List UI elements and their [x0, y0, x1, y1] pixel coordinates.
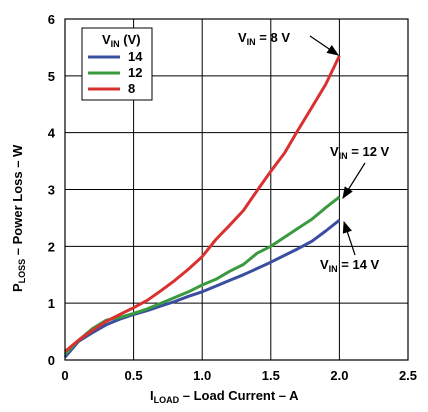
- x-tick-label: 0: [61, 368, 68, 383]
- annotation-8v-arrow: [309, 35, 339, 56]
- annotation-12v-label: VIN = 12 V: [330, 144, 390, 161]
- annotation-14v: VIN = 14 V: [320, 220, 380, 274]
- y-tick-label: 0: [48, 353, 55, 368]
- y-tick-label: 4: [48, 126, 56, 141]
- legend-label-14: 14: [128, 49, 143, 64]
- legend-title: VIN (V): [102, 32, 141, 49]
- legend: VIN (V) 14 12 8: [81, 27, 153, 101]
- annotation-12v: VIN = 12 V: [330, 144, 390, 200]
- series-line-14: [63, 219, 341, 359]
- x-axis-title: ILOAD – Load Current – A: [150, 388, 299, 405]
- x-tick-label: 1.5: [262, 368, 280, 383]
- x-tick-label: 2.0: [330, 368, 348, 383]
- y-tick-label: 6: [48, 12, 55, 27]
- y-tick-label: 1: [48, 296, 55, 311]
- annotation-8v-label: VIN = 8 V: [238, 30, 290, 47]
- legend-label-8: 8: [128, 81, 135, 96]
- y-tick-label: 2: [48, 239, 55, 254]
- x-tick-label: 1.0: [193, 368, 211, 383]
- y-tick-label: 5: [48, 69, 55, 84]
- annotation-14v-arrow: [342, 220, 356, 256]
- series-line-8: [64, 55, 341, 353]
- annotation-8v: VIN = 8 V: [238, 30, 339, 56]
- y-axis-title: PLOSS – Power Loss – W: [10, 144, 27, 292]
- annotation-14v-label: VIN = 14 V: [320, 257, 380, 274]
- x-tick-label: 2.5: [399, 368, 417, 383]
- legend-label-12: 12: [128, 65, 142, 80]
- y-tick-label: 3: [48, 183, 55, 198]
- annotation-12v-arrow: [342, 162, 366, 200]
- plot-frame: [64, 18, 409, 361]
- x-tick-label: 0.5: [125, 368, 143, 383]
- series-layer: [63, 55, 341, 359]
